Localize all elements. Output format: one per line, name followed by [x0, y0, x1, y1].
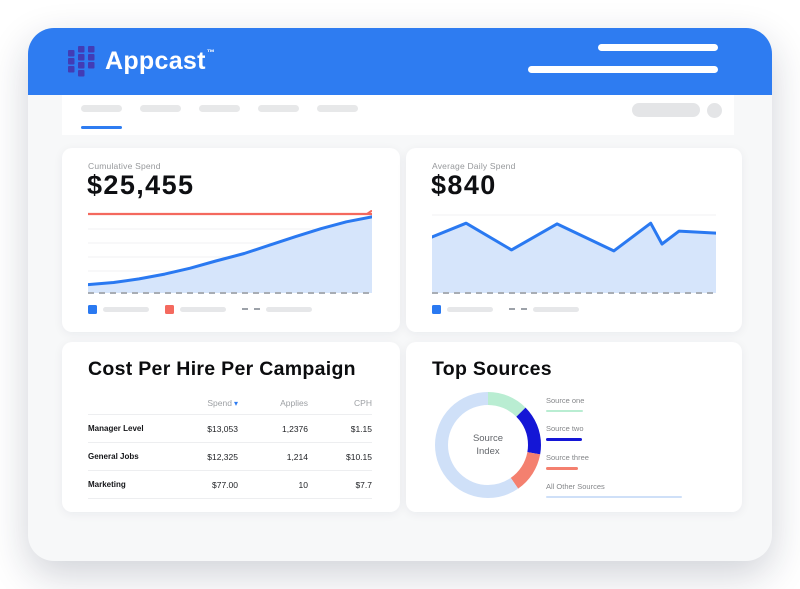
kpi-value: $840: [431, 170, 497, 200]
avatar[interactable]: [707, 103, 722, 118]
sources-legend: Source one Source two Source three All Othe…: [546, 396, 682, 510]
row-label: Marketing: [88, 480, 126, 489]
source-legend-item: Source one: [546, 396, 682, 412]
donut-center-label: Source Index: [472, 433, 504, 457]
kpi-label: Average Daily Spend: [432, 161, 516, 171]
source-legend-bar: [546, 410, 583, 412]
dashed-series-swatch: [242, 308, 260, 310]
source-legend-item: Source three: [546, 453, 682, 470]
cell: $1.15: [350, 423, 372, 434]
blue-series-swatch: [432, 304, 441, 314]
logo-wordmark: Appcast™: [105, 47, 216, 75]
top-sources-donut-chart: [435, 392, 541, 498]
source-legend-bar: [546, 438, 582, 441]
row-label: General Jobs: [88, 452, 139, 461]
trademark-mark: ™: [206, 48, 216, 57]
cell: $10.15: [346, 451, 372, 462]
top-sources-card: Top Sources Source Index Source one Sourc…: [406, 342, 742, 512]
kpi-value: $25,455: [87, 170, 195, 200]
nav-item-placeholder[interactable]: [81, 105, 122, 112]
card-title: Top Sources: [432, 358, 552, 380]
app-header: Appcast™: [28, 28, 772, 95]
legend-item-budget: [165, 304, 226, 314]
header-text-placeholder: [528, 66, 718, 73]
cost-per-hire-card: Cost Per Hire Per Campaign Spend ▾ Applie…: [62, 342, 400, 512]
cell: 1,214: [286, 451, 308, 462]
table-row: Manager Level $13,053 1,2376 $1.15: [88, 414, 372, 442]
source-legend-label: Source one: [546, 396, 585, 405]
cell: 10: [298, 479, 308, 490]
appcast-logo-icon: [68, 46, 95, 77]
row-label: Manager Level: [88, 424, 144, 433]
column-header-cph: CPH: [354, 398, 372, 408]
chart-legend: [88, 304, 312, 314]
nav-bar: [62, 95, 734, 135]
table-header-row: Spend ▾ Applies CPH: [88, 392, 372, 414]
legend-label-placeholder: [447, 306, 493, 312]
cumulative-spend-chart: [88, 210, 372, 294]
cost-per-hire-table: Spend ▾ Applies CPH Manager Level $13,053 1…: [88, 392, 372, 499]
kpi-label: Cumulative Spend: [88, 161, 161, 171]
nav-item-placeholder[interactable]: [199, 105, 240, 112]
average-daily-spend-chart: [432, 214, 716, 294]
legend-item-baseline: [242, 306, 312, 312]
nav-item-placeholder[interactable]: [317, 105, 358, 112]
app-window: Appcast™ Cumulative Spend $25,455: [28, 28, 772, 561]
table-row: General Jobs $12,325 1,214 $10.15: [88, 442, 372, 470]
column-header-applies: Applies: [280, 398, 308, 408]
card-title: Cost Per Hire Per Campaign: [88, 358, 356, 380]
appcast-logo: Appcast™: [68, 28, 215, 95]
chart-legend: [432, 304, 579, 314]
cell: 1,2376: [282, 423, 308, 434]
source-legend-item: Source two: [546, 424, 682, 441]
legend-item-spend: [432, 304, 493, 314]
table-row: Marketing $77.00 10 $7.7: [88, 470, 372, 499]
column-header-spend[interactable]: Spend ▾: [207, 398, 238, 408]
active-tab-underline: [81, 126, 122, 129]
legend-label-placeholder: [180, 306, 226, 312]
nav-item-placeholder[interactable]: [258, 105, 299, 112]
legend-label-placeholder: [533, 306, 579, 312]
table-body: Manager Level $13,053 1,2376 $1.15 General J…: [88, 414, 372, 499]
red-series-swatch: [165, 304, 174, 314]
average-daily-spend-card: Average Daily Spend $840: [406, 148, 742, 332]
cell: $77.00: [212, 479, 238, 490]
source-legend-bar: [546, 467, 578, 470]
header-text-placeholder: [598, 44, 718, 51]
legend-label-placeholder: [103, 306, 149, 312]
nav-action-pill[interactable]: [632, 103, 700, 117]
cumulative-spend-card: Cumulative Spend $25,455: [62, 148, 400, 332]
cell: $7.7: [355, 479, 372, 490]
cell: $12,325: [207, 451, 238, 462]
source-legend-label: Source three: [546, 453, 589, 462]
source-legend-label: All Other Sources: [546, 482, 605, 491]
sort-arrow-icon[interactable]: ▾: [233, 399, 238, 408]
legend-label-placeholder: [266, 306, 312, 312]
legend-item-baseline: [509, 306, 579, 312]
nav-item-placeholder[interactable]: [140, 105, 181, 112]
source-legend-item: All Other Sources: [546, 482, 682, 498]
dashed-series-swatch: [509, 308, 527, 310]
legend-item-spend: [88, 304, 149, 314]
cell: $13,053: [207, 423, 238, 434]
source-legend-bar: [546, 496, 682, 498]
source-legend-label: Source two: [546, 424, 584, 433]
blue-series-swatch: [88, 304, 97, 314]
